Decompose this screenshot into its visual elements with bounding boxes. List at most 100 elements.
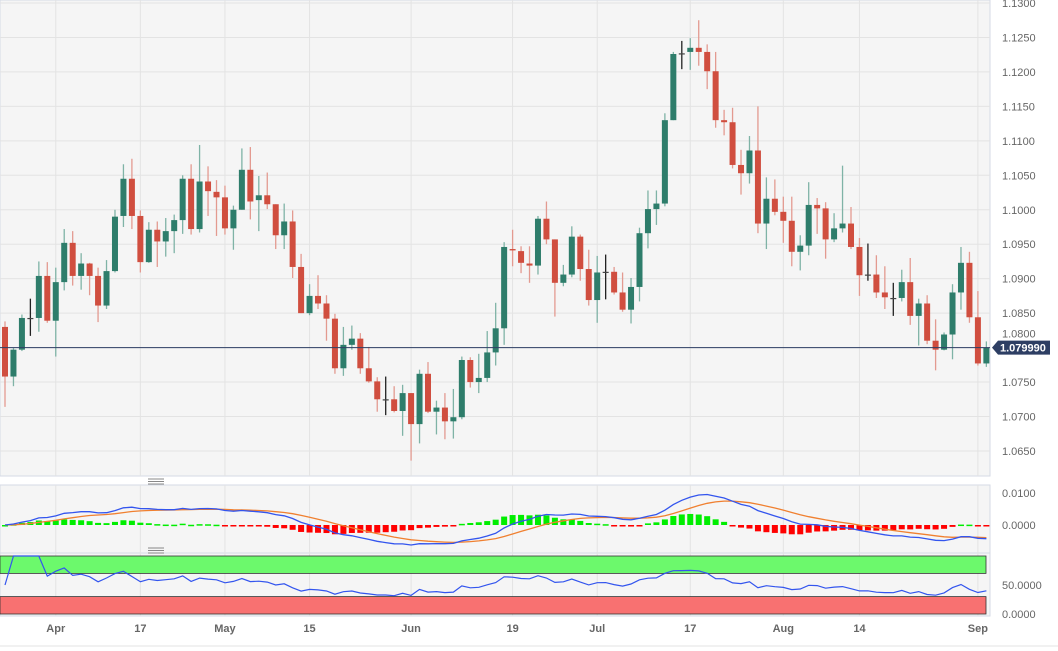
candle-body	[391, 399, 398, 412]
macd-histogram-bar	[881, 525, 888, 531]
candle-body	[120, 178, 127, 216]
macd-histogram-bar	[636, 525, 643, 527]
macd-histogram-bar	[264, 525, 271, 527]
candle-body	[145, 229, 152, 263]
macd-histogram-bar	[450, 525, 457, 527]
candle-body	[831, 228, 838, 240]
macd-histogram-bar	[551, 517, 558, 525]
candle	[966, 251, 973, 323]
macd-histogram-bar	[974, 525, 981, 527]
macd-histogram-bar	[111, 521, 118, 525]
macd-line	[4, 493, 987, 546]
macd-histogram-bar	[932, 525, 939, 530]
candle-body	[644, 209, 651, 234]
candle	[831, 213, 838, 243]
candle-body	[966, 262, 973, 318]
rsi-overbought-zone	[0, 555, 987, 574]
macd-panel	[0, 484, 991, 554]
x-tick-label: 15	[303, 623, 315, 635]
macd-histogram-bar	[898, 525, 905, 530]
candle	[983, 341, 990, 367]
macd-histogram-bar	[594, 523, 601, 526]
panel-resize-handle-icon[interactable]	[148, 547, 164, 554]
candle-body	[86, 263, 93, 276]
candle-body	[670, 54, 677, 121]
candle-body	[797, 245, 804, 252]
candle-body	[932, 340, 939, 350]
macd-histogram-bar	[585, 523, 592, 525]
candle-body	[475, 377, 482, 383]
candle-body	[941, 334, 948, 350]
macd-histogram-bar	[86, 521, 93, 525]
candle	[61, 229, 68, 291]
candle-body	[264, 195, 271, 205]
candle	[86, 262, 93, 296]
macd-histogram-bar	[61, 519, 68, 525]
macd-histogram-bar	[577, 520, 584, 525]
candle-body	[746, 150, 753, 174]
macd-histogram-bar	[272, 525, 279, 528]
candle-body	[298, 266, 305, 314]
candle-body	[340, 344, 347, 369]
candle-body	[594, 272, 601, 301]
macd-histogram-bar	[763, 525, 770, 533]
macd-histogram-bar	[247, 525, 254, 527]
macd-histogram-bar	[814, 525, 821, 532]
x-tick-label: Jul	[589, 623, 605, 635]
candle	[365, 346, 372, 383]
candle	[399, 384, 406, 436]
x-tick-label: 19	[506, 623, 518, 635]
candle	[585, 249, 592, 306]
candle-body	[35, 275, 42, 318]
candle	[467, 357, 474, 388]
candle-body	[69, 242, 76, 276]
panel-resize-handle-icon[interactable]	[148, 478, 164, 485]
candle-body	[551, 239, 558, 283]
macd-histogram-bar	[890, 525, 897, 531]
candle-body	[331, 318, 338, 369]
candle-body	[695, 47, 702, 52]
candle	[577, 234, 584, 281]
candle-body	[382, 399, 389, 401]
candle-body	[611, 271, 618, 293]
candle-body	[171, 220, 178, 232]
candle-body	[179, 178, 186, 221]
candle	[526, 246, 533, 283]
candle-body	[484, 352, 491, 378]
macd-histogram-bar	[154, 524, 161, 526]
candle	[492, 302, 499, 366]
macd-histogram-bar	[128, 520, 135, 525]
candle-body	[492, 328, 499, 353]
candle	[255, 175, 262, 232]
macd-histogram-bar	[518, 514, 525, 525]
candle	[949, 284, 956, 360]
rsi-oversold-zone	[0, 596, 987, 615]
candle	[661, 113, 668, 207]
macd-histogram-bar	[949, 525, 956, 527]
candle	[509, 229, 516, 267]
candle	[205, 166, 212, 216]
candle	[441, 393, 448, 440]
candle-body	[687, 47, 694, 52]
macd-histogram-bar	[907, 525, 914, 530]
x-tick-label: 14	[853, 623, 866, 635]
macd-histogram-bar	[678, 514, 685, 525]
candle	[331, 313, 338, 374]
candle	[771, 179, 778, 216]
price-tick-label: 1.0850	[1002, 308, 1036, 320]
candle-body	[864, 274, 871, 276]
candle-body	[408, 393, 415, 425]
macd-histogram-bar	[484, 521, 491, 525]
candle-body	[450, 417, 457, 422]
candle-body	[221, 197, 228, 229]
macd-histogram-bar	[805, 525, 812, 533]
price-tick-label: 1.1000	[1002, 205, 1036, 217]
candle	[10, 347, 17, 387]
candle	[678, 40, 685, 70]
macd-histogram-bar	[2, 525, 8, 527]
candle	[35, 261, 42, 332]
macd-histogram-bar	[69, 519, 76, 525]
candle-body	[949, 292, 956, 335]
candle	[611, 266, 618, 295]
